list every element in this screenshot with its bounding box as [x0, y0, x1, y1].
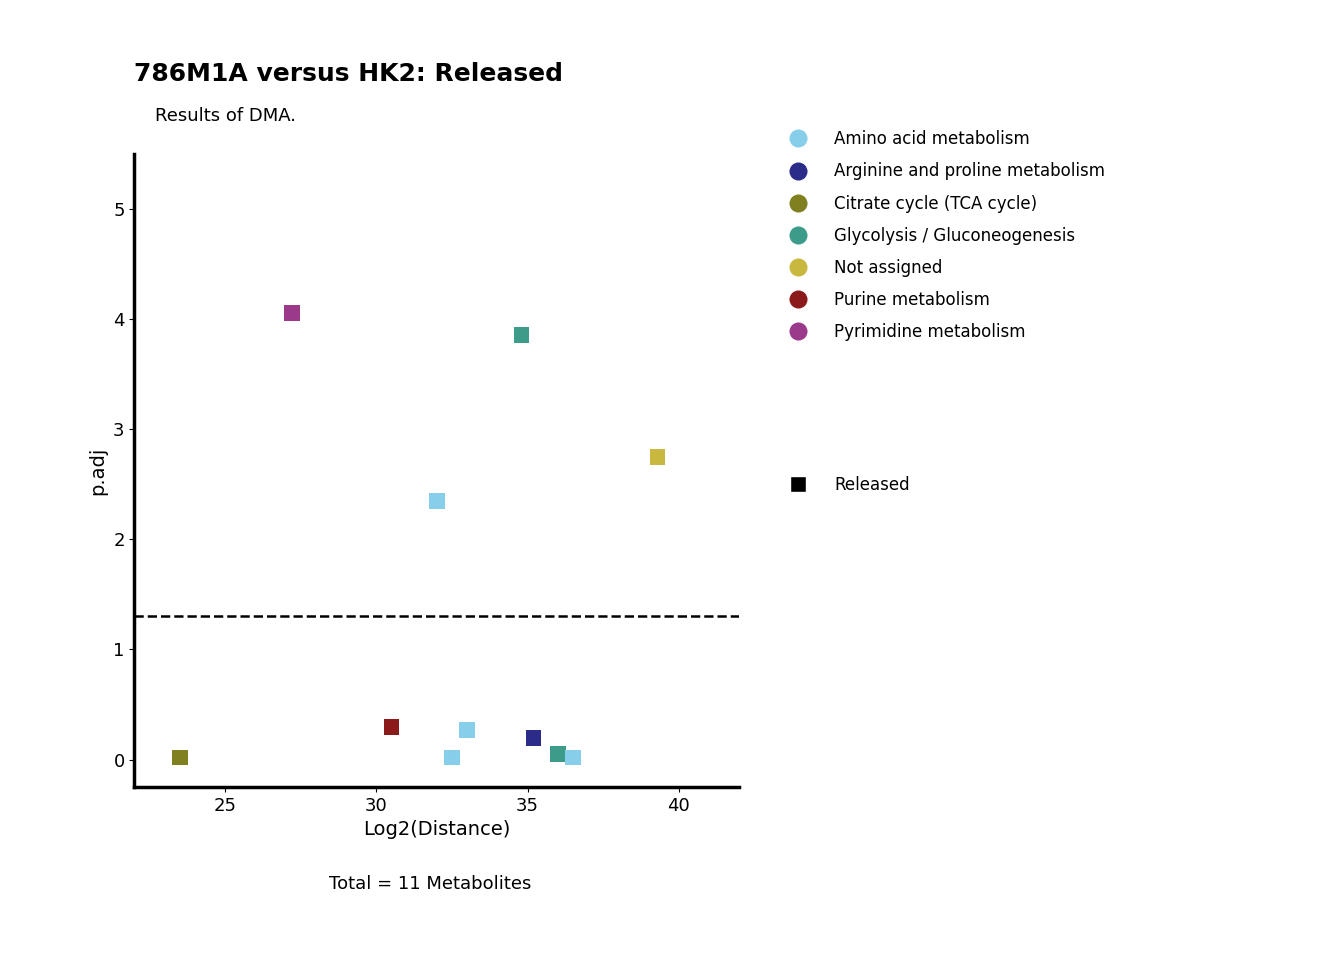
Point [646, 449, 668, 465]
Text: Total = 11 Metabolites: Total = 11 Metabolites [329, 875, 531, 893]
Point [380, 719, 402, 734]
Point [523, 730, 544, 745]
Point [511, 327, 532, 343]
Point [547, 747, 569, 762]
Legend: Released: Released [774, 469, 917, 500]
Point [457, 722, 478, 737]
Point [441, 750, 462, 765]
Point [169, 750, 191, 765]
Text: 786M1A versus HK2: Released: 786M1A versus HK2: Released [134, 62, 563, 86]
Point [281, 305, 302, 321]
Point [562, 750, 583, 765]
Text: Results of DMA.: Results of DMA. [155, 107, 296, 125]
Point [426, 493, 448, 509]
Y-axis label: p.adj: p.adj [89, 446, 108, 494]
Legend: Amino acid metabolism, Arginine and proline metabolism, Citrate cycle (TCA cycle: Amino acid metabolism, Arginine and prol… [774, 124, 1111, 348]
X-axis label: Log2(Distance): Log2(Distance) [363, 821, 511, 839]
